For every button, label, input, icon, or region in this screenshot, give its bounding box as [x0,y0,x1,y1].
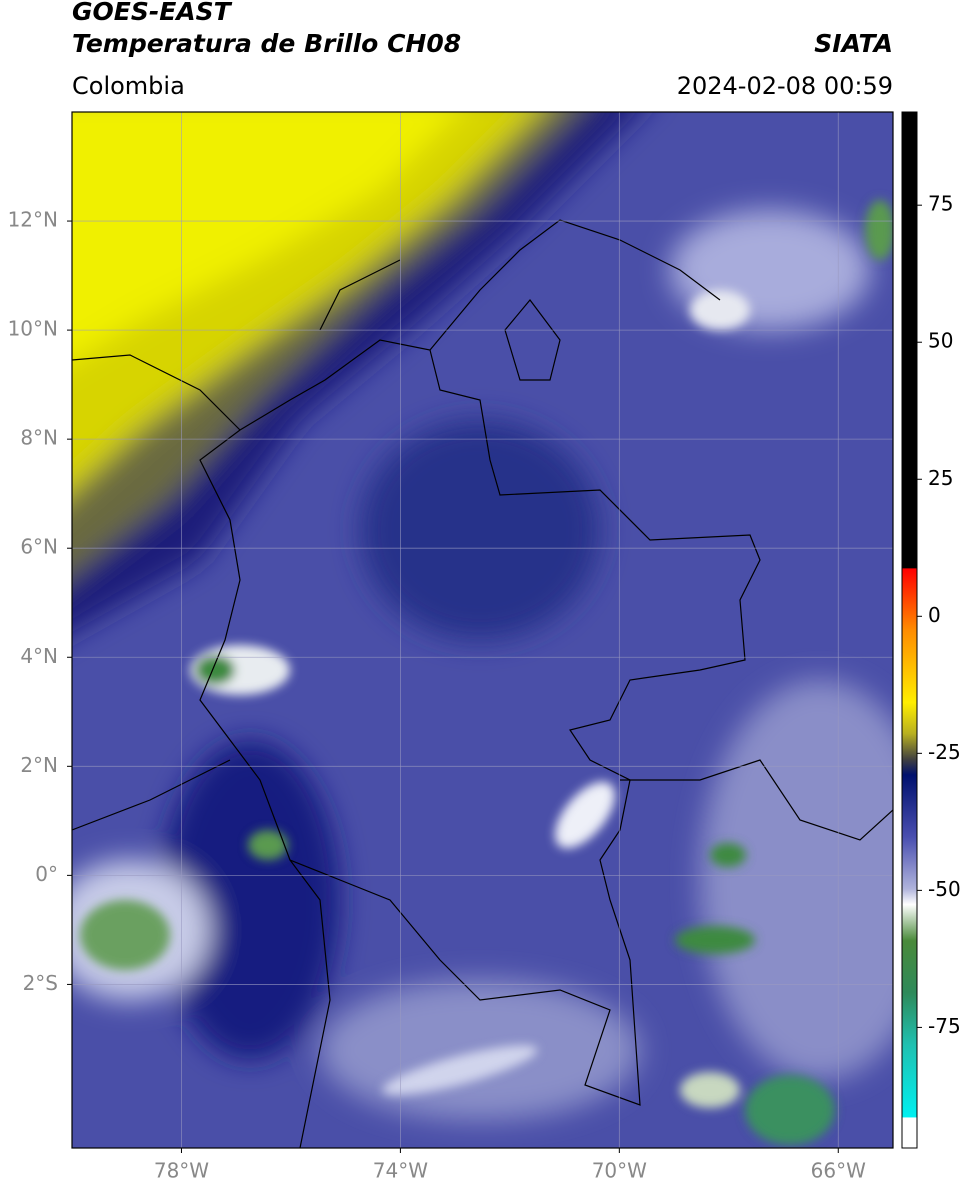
graticule [72,112,893,1148]
lat-tick-label: 12°N [8,208,58,232]
colorbar-label: 75 [928,192,953,216]
lon-tick-label: 74°W [373,1159,428,1183]
colorbar-label: 50 [928,329,953,353]
map-frame [71,111,894,1149]
source: GOES-EAST [72,0,233,26]
lon-tick-label: 78°W [154,1159,209,1183]
map [72,112,893,1148]
organization: SIATA [814,29,893,58]
lat-tick-label: 2°N [20,753,58,777]
imagery [72,112,893,1120]
colorbar-label: 0 [928,603,941,627]
lat-tick-label: 0° [35,862,58,886]
lat-tick-label: 10°N [8,317,58,341]
colorbar-label: 25 [928,466,953,490]
colorbar-label: -75 [928,1014,961,1038]
lat-tick-label: 8°N [20,426,58,450]
borders [72,219,893,1148]
datetime: 2024-02-08 00:59 [677,72,893,100]
lon-tick-label: 66°W [811,1159,866,1183]
lat-tick-label: 6°N [20,535,58,559]
lat-tick-label: 4°N [20,644,58,668]
region: Colombia [72,72,185,100]
lon-tick-label: 70°W [592,1159,647,1183]
lat-tick-label: 2°S [23,971,58,995]
product: Temperatura de Brillo CH08 [72,29,461,58]
colorbar-label: -25 [928,740,961,764]
colorbar [901,111,918,1149]
colorbar-label: -50 [928,877,961,901]
